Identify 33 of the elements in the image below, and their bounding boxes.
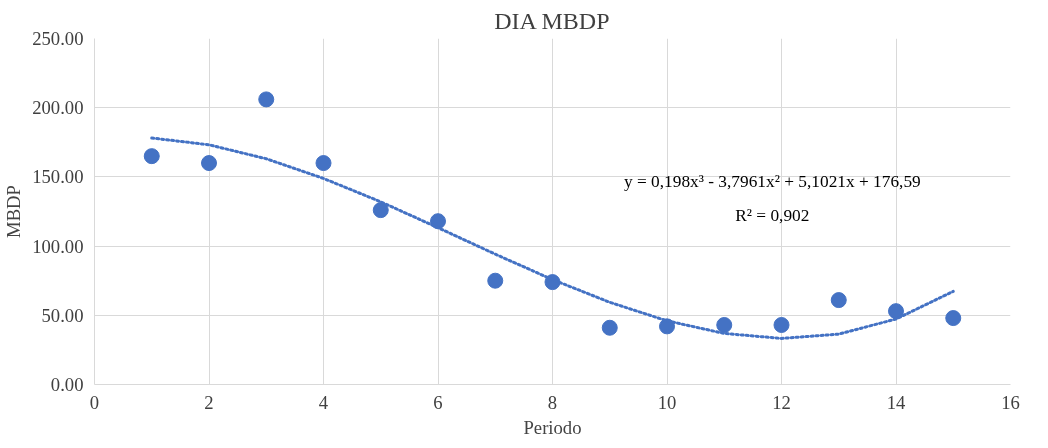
point	[372, 202, 389, 219]
x-tick-label: 2	[204, 391, 214, 413]
point	[258, 91, 275, 108]
y-tick-label: 0.00	[50, 374, 84, 395]
x-tick-label: 0	[89, 391, 100, 413]
y-tick-label: 100.00	[32, 235, 84, 257]
point	[945, 310, 962, 327]
point	[487, 272, 504, 289]
point	[773, 317, 790, 333]
annotation: y = 0,198x³ - 3,7961x² + 5,1021x + 176,59	[623, 171, 921, 191]
x-tick-label: 8	[547, 391, 558, 413]
x-tick-label: 10	[657, 391, 677, 413]
point	[601, 319, 618, 336]
point	[315, 155, 332, 172]
line-series	[150, 136, 955, 340]
annotation: R² = 0,902	[735, 206, 810, 226]
y-tick-label: 150.00	[32, 166, 84, 188]
x-tick-label: 4	[318, 391, 329, 413]
point	[143, 148, 160, 165]
point	[888, 303, 904, 320]
y-tick-label: 200.00	[32, 97, 84, 119]
y-axis-title: MBDP	[3, 185, 25, 238]
x-tick-label: 6	[433, 391, 443, 413]
chart-title: DIA MBDP	[494, 7, 610, 34]
x-tick-label: 12	[772, 391, 791, 413]
point	[201, 155, 217, 172]
x-axis-title: Periodo	[523, 416, 582, 438]
y-tick-label: 50.00	[41, 304, 84, 326]
point	[830, 292, 847, 309]
x-tick-label: 16	[1001, 391, 1020, 413]
y-tick-label: 250.00	[32, 28, 84, 49]
x-tick-label: 14	[886, 391, 906, 413]
point	[716, 317, 733, 333]
